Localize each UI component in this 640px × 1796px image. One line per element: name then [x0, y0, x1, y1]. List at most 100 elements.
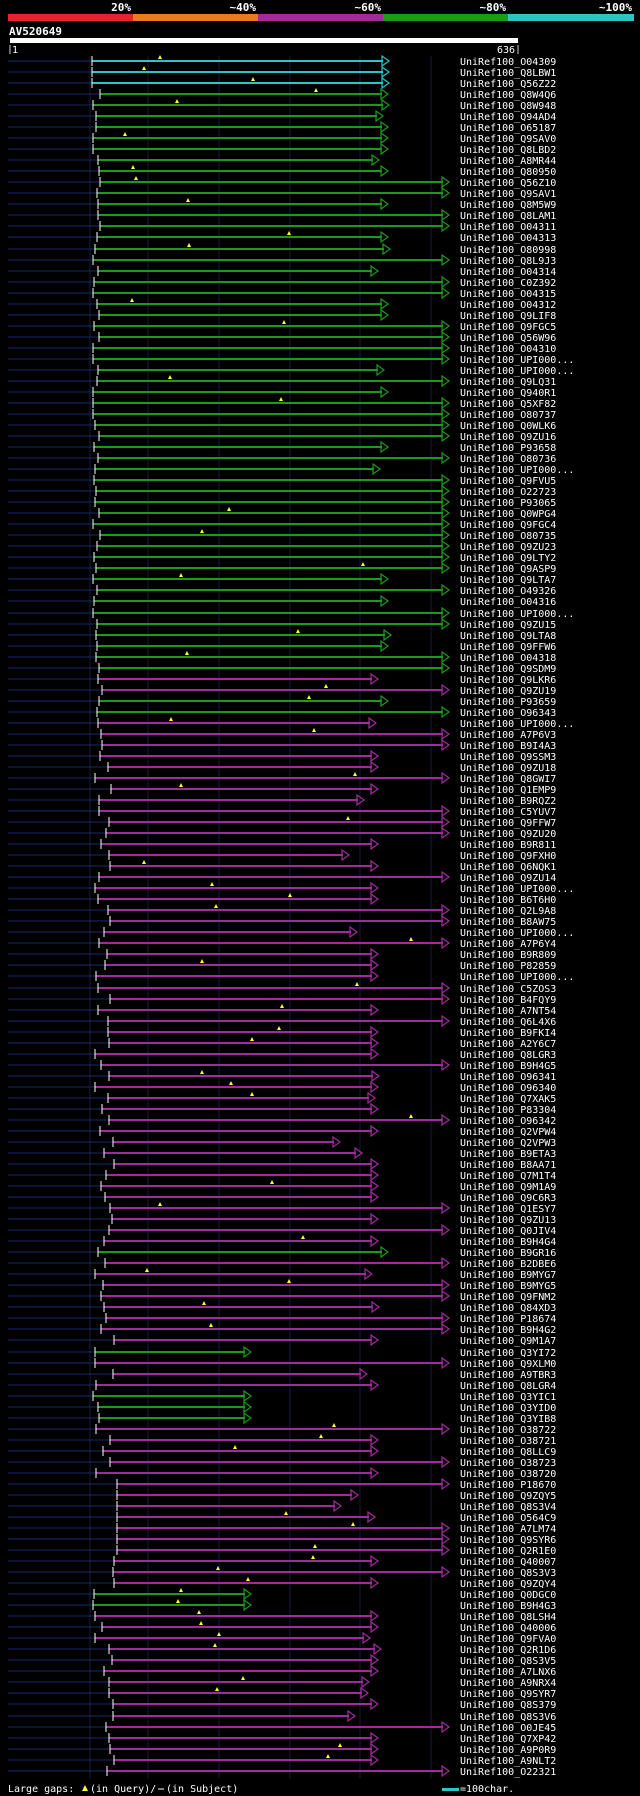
hit-row[interactable]: UniRef100_A7P6Y4 [8, 936, 556, 950]
hit-label[interactable]: UniRef100_Q56Z10 [460, 178, 556, 189]
hit-row[interactable]: UniRef100_Q7XP42 [8, 1731, 556, 1745]
hit-label[interactable]: UniRef100_O65187 [460, 123, 556, 134]
hit-row[interactable]: UniRef100_B9FKI4 [8, 1025, 556, 1039]
hit-label[interactable]: UniRef100_Q56Z22 [460, 79, 556, 90]
hit-label[interactable]: UniRef100_Q7M1T4 [460, 1171, 556, 1182]
hit-label[interactable]: UniRef100_B9H4G4 [460, 1237, 556, 1248]
hit-label[interactable]: UniRef100_B9GR16 [460, 1248, 556, 1259]
hit-row[interactable]: UniRef100_Q8LBW1 [8, 65, 556, 79]
hit-row[interactable]: UniRef100_Q9SYR6 [8, 1532, 556, 1546]
hit-label[interactable]: UniRef100_Q56W96 [460, 333, 556, 344]
hit-label[interactable]: UniRef100_O04309 [460, 57, 556, 68]
hit-row[interactable]: UniRef100_O04318 [8, 650, 556, 664]
hit-row[interactable]: UniRef100_Q94AD4 [8, 109, 556, 123]
hit-row[interactable]: UniRef100_Q2VPW3 [8, 1135, 556, 1149]
hit-label[interactable]: UniRef100_Q2R1E0 [460, 1546, 556, 1557]
hit-label[interactable]: UniRef100_Q6L4X6 [460, 1017, 556, 1028]
hit-row[interactable]: UniRef100_B9H4G3 [8, 1598, 556, 1612]
hit-label[interactable]: UniRef100_B9R809 [460, 950, 556, 961]
hit-label[interactable]: UniRef100_O49326 [460, 586, 556, 597]
hit-label[interactable]: UniRef100_Q3YIB8 [460, 1414, 556, 1425]
hit-label[interactable]: UniRef100_O38723 [460, 1458, 556, 1469]
hit-row[interactable]: UniRef100_Q9M1A9 [8, 1179, 556, 1193]
hit-label[interactable]: UniRef100_O96341 [460, 1072, 556, 1083]
hit-label[interactable]: UniRef100_Q8S3V3 [460, 1568, 556, 1579]
hit-label[interactable]: UniRef100_A7P6Y4 [460, 939, 556, 950]
hit-label[interactable]: UniRef100_Q9FVA0 [460, 1634, 556, 1645]
hit-row[interactable]: UniRef100_B4FQY9 [8, 992, 556, 1006]
hit-label[interactable]: UniRef100_Q8S3V4 [460, 1502, 556, 1513]
hit-label[interactable]: UniRef100_Q8LSH4 [460, 1612, 556, 1623]
hit-label[interactable]: UniRef100_O96342 [460, 1116, 556, 1127]
hit-label[interactable]: UniRef100_A9NRX4 [460, 1678, 556, 1689]
hit-row[interactable]: UniRef100_Q6L4X6 [8, 1014, 556, 1028]
hit-row[interactable]: UniRef100_Q80950 [8, 164, 556, 178]
hit-row[interactable]: UniRef100_O04316 [8, 594, 556, 608]
hit-row[interactable]: UniRef100_Q9FXH0 [8, 848, 556, 862]
hit-label[interactable]: UniRef100_O80737 [460, 410, 556, 421]
hit-label[interactable]: UniRef100_B9H4G3 [460, 1601, 556, 1612]
hit-row[interactable]: UniRef100_A7P6V3 [8, 727, 556, 741]
hit-row[interactable]: UniRef100_A2Y6C7 [8, 1036, 556, 1050]
hit-label[interactable]: UniRef100_A8MR44 [460, 156, 556, 167]
hit-label[interactable]: UniRef100_Q9ZU14 [460, 873, 556, 884]
hit-row[interactable]: UniRef100_O04314 [8, 264, 556, 278]
hit-label[interactable]: UniRef100_A7NT54 [460, 1006, 556, 1017]
hit-label[interactable]: UniRef100_Q9ZU19 [460, 686, 556, 697]
hit-row[interactable]: UniRef100_Q9FNM2 [8, 1289, 556, 1303]
hit-label[interactable]: UniRef100_Q40007 [460, 1557, 556, 1568]
hit-row[interactable]: UniRef100_Q9SSM3 [8, 749, 556, 763]
hit-label[interactable]: UniRef100_UPI000... [460, 465, 574, 476]
hit-label[interactable]: UniRef100_Q7XP42 [460, 1734, 556, 1745]
hit-label[interactable]: UniRef100_O04313 [460, 233, 556, 244]
hit-row[interactable]: UniRef100_Q9ZU13 [8, 1212, 556, 1226]
hit-row[interactable]: UniRef100_O96342 [8, 1113, 556, 1127]
hit-label[interactable]: UniRef100_Q9M1A9 [460, 1182, 556, 1193]
hit-row[interactable]: UniRef100_Q8L9J3 [8, 253, 556, 267]
hit-label[interactable]: UniRef100_Q8S3V6 [460, 1712, 556, 1723]
hit-row[interactable]: UniRef100_O22723 [8, 484, 556, 498]
hit-row[interactable]: UniRef100_Q8LAM1 [8, 208, 556, 222]
hit-label[interactable]: UniRef100_Q8LBD2 [460, 145, 556, 156]
hit-label[interactable]: UniRef100_Q8S3V5 [460, 1656, 556, 1667]
hit-label[interactable]: UniRef100_Q9SAV0 [460, 134, 556, 145]
hit-row[interactable]: UniRef100_Q9ZU18 [8, 760, 556, 774]
hit-label[interactable]: UniRef100_Q6NQK1 [460, 862, 556, 873]
hit-row[interactable]: UniRef100_A7LM74 [8, 1521, 556, 1535]
hit-label[interactable]: UniRef100_A7P6V3 [460, 730, 556, 741]
hit-label[interactable]: UniRef100_Q40006 [460, 1623, 556, 1634]
hit-label[interactable]: UniRef100_UPI000... [460, 719, 574, 730]
hit-row[interactable]: UniRef100_UPI000... [8, 363, 574, 377]
hit-label[interactable]: UniRef100_Q0WLK6 [460, 421, 556, 432]
hit-row[interactable]: UniRef100_Q7XAK5 [8, 1091, 556, 1105]
hit-row[interactable]: UniRef100_Q8S3V5 [8, 1653, 556, 1667]
hit-row[interactable]: UniRef100_Q8S379 [8, 1697, 556, 1711]
hit-row[interactable]: UniRef100_A8MR44 [8, 153, 556, 167]
hit-label[interactable]: UniRef100_Q1ESY7 [460, 1204, 556, 1215]
hit-label[interactable]: UniRef100_Q9FNM2 [460, 1292, 556, 1303]
hit-label[interactable]: UniRef100_B9MYG5 [460, 1281, 556, 1292]
hit-label[interactable]: UniRef100_O80998 [460, 245, 556, 256]
hit-label[interactable]: UniRef100_O04311 [460, 222, 556, 233]
hit-label[interactable]: UniRef100_Q8S379 [460, 1700, 556, 1711]
hit-row[interactable]: UniRef100_Q9FGC4 [8, 517, 556, 531]
hit-row[interactable]: UniRef100_O04312 [8, 297, 556, 311]
hit-row[interactable]: UniRef100_O38722 [8, 1422, 556, 1436]
hit-row[interactable]: UniRef100_Q9LTY2 [8, 550, 556, 564]
hit-row[interactable]: UniRef100_Q7M1T4 [8, 1168, 556, 1182]
hit-row[interactable]: UniRef100_Q9SDM9 [8, 661, 556, 675]
hit-row[interactable]: UniRef100_Q9XLM0 [8, 1356, 556, 1370]
hit-row[interactable]: UniRef100_Q8LGR3 [8, 1047, 556, 1061]
hit-label[interactable]: UniRef100_Q1EMP9 [460, 785, 556, 796]
hit-row[interactable]: UniRef100_UPI000... [8, 352, 574, 366]
hit-label[interactable]: UniRef100_Q9SYR7 [460, 1689, 556, 1700]
hit-label[interactable]: UniRef100_Q9ZU15 [460, 620, 556, 631]
hit-label[interactable]: UniRef100_Q0JIV4 [460, 1226, 556, 1237]
hit-label[interactable]: UniRef100_UPI000... [460, 366, 574, 377]
hit-row[interactable]: UniRef100_Q9ZU20 [8, 826, 556, 840]
hit-label[interactable]: UniRef100_B9MYG7 [460, 1270, 556, 1281]
hit-label[interactable]: UniRef100_Q9ASP9 [460, 564, 556, 575]
hit-row[interactable]: UniRef100_P83304 [8, 1102, 556, 1116]
hit-label[interactable]: UniRef100_B8AA71 [460, 1160, 556, 1171]
hit-row[interactable]: UniRef100_Q84XD3 [8, 1300, 556, 1314]
